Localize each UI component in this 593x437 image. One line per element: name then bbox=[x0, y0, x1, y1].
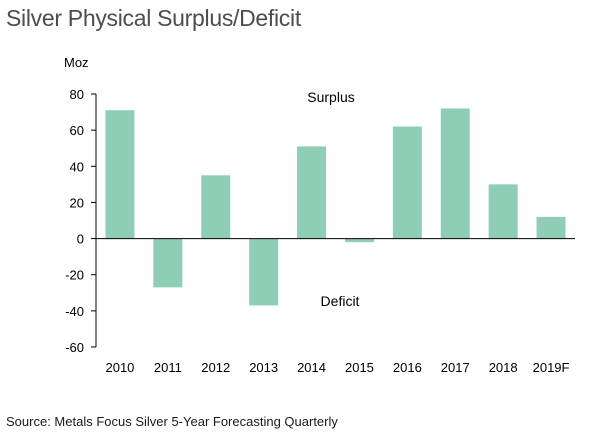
y-tick-label: 80 bbox=[70, 87, 84, 102]
x-tick-label: 2016 bbox=[393, 360, 422, 375]
bar-2014 bbox=[297, 146, 327, 239]
deficit-annotation: Deficit bbox=[321, 293, 360, 309]
x-tick-label: 2017 bbox=[441, 360, 470, 375]
x-tick-label: 2010 bbox=[105, 360, 134, 375]
bar-2010 bbox=[105, 110, 135, 239]
source-note: Source: Metals Focus Silver 5-Year Forec… bbox=[6, 414, 338, 429]
x-tick-label: 2013 bbox=[249, 360, 278, 375]
bar-2017 bbox=[440, 108, 470, 239]
x-tick-label: 2015 bbox=[345, 360, 374, 375]
bar-2013 bbox=[249, 238, 279, 306]
bar-2018 bbox=[488, 184, 518, 239]
y-axis-label: Moz bbox=[64, 55, 89, 70]
bar-2019f bbox=[536, 216, 566, 239]
y-tick-label: 40 bbox=[70, 159, 84, 174]
bar-2012 bbox=[201, 175, 231, 239]
y-tick-label: 60 bbox=[70, 123, 84, 138]
bar-2015 bbox=[344, 238, 374, 243]
bar-2011 bbox=[153, 238, 183, 288]
bars bbox=[105, 108, 566, 306]
bar-2016 bbox=[392, 126, 422, 239]
x-axis: 2010 2011 2012 2013 2014 2015 2016 2017 2018 2019… bbox=[96, 238, 575, 375]
x-tick-label: 2014 bbox=[297, 360, 326, 375]
chart-title: Silver Physical Surplus/Deficit bbox=[6, 5, 301, 31]
x-tick-label: 2011 bbox=[154, 360, 182, 375]
y-tick-label: -20 bbox=[65, 268, 84, 283]
y-tick-label: -60 bbox=[65, 340, 84, 355]
y-axis: 80 60 40 20 0 -20 -40 -60 bbox=[65, 87, 97, 355]
surplus-annotation: Surplus bbox=[307, 89, 354, 105]
y-tick-label: -40 bbox=[65, 304, 84, 319]
x-tick-label: 2019F bbox=[533, 360, 570, 375]
x-tick-label: 2012 bbox=[201, 360, 230, 375]
y-tick-label: 20 bbox=[70, 195, 84, 210]
y-tick-label: 0 bbox=[77, 232, 84, 247]
x-tick-label: 2018 bbox=[489, 360, 518, 375]
